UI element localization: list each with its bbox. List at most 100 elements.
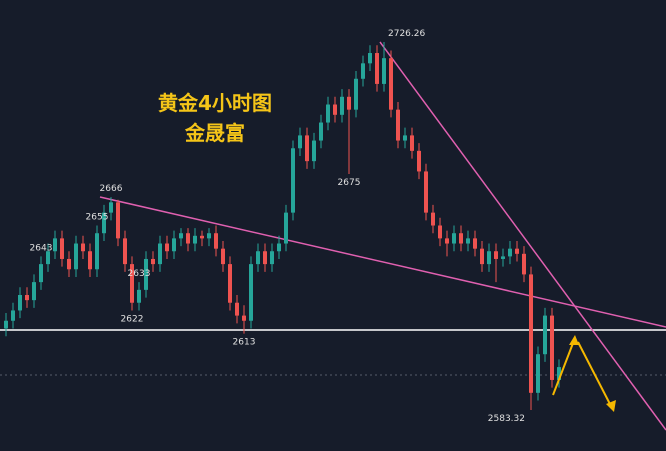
candle-body	[130, 264, 134, 303]
arrow-head	[569, 335, 579, 345]
price-labels: 2666 2622 2655 2613 2675 2726.26 2643 2633 2583.…	[30, 29, 525, 424]
candle-body	[431, 212, 435, 226]
candle-body	[109, 202, 113, 213]
candles	[4, 42, 561, 411]
candle-body	[256, 251, 260, 265]
candle-body	[389, 58, 393, 110]
candle-body	[123, 238, 127, 265]
candle-body	[529, 274, 533, 393]
candle-body	[410, 135, 414, 151]
candle-body	[312, 140, 316, 162]
candle-body	[459, 233, 463, 244]
candle-body	[11, 310, 15, 321]
candle-body	[340, 96, 344, 115]
candle-body	[263, 251, 267, 265]
candle-body	[305, 135, 309, 162]
chart-title: 黄金4小时图	[158, 91, 272, 115]
candle-body	[4, 320, 8, 329]
candle-body	[291, 148, 295, 213]
candle-body	[46, 251, 50, 265]
candle-body	[25, 295, 29, 301]
candle-body	[151, 258, 155, 265]
candle-body	[396, 109, 400, 141]
price-label: 2666	[100, 184, 123, 194]
candle-body	[172, 238, 176, 252]
candle-body	[249, 264, 253, 321]
arrow	[552, 337, 576, 396]
arrow	[577, 341, 613, 409]
price-label: 2622	[121, 314, 144, 324]
price-label: 2655	[86, 213, 109, 223]
candle-body	[494, 251, 498, 259]
candle-body	[403, 135, 407, 141]
candle-body	[466, 238, 470, 244]
candle-body	[235, 302, 239, 316]
candle-body	[193, 235, 197, 244]
candle-body	[165, 243, 169, 252]
candle-body	[242, 315, 246, 321]
candle-body	[550, 315, 554, 380]
price-label: 2633	[128, 269, 151, 279]
candle-body	[480, 248, 484, 265]
arrow-head	[606, 400, 616, 412]
candle-body	[137, 289, 141, 303]
price-label: 2613	[233, 338, 256, 348]
candle-body	[522, 253, 526, 275]
candle-body	[333, 104, 337, 115]
candle-body	[438, 225, 442, 239]
candle-body	[515, 248, 519, 254]
candle-body	[501, 256, 505, 259]
candle-body	[60, 238, 64, 259]
candle-body	[487, 251, 491, 265]
candle-body	[536, 354, 540, 393]
candle-body	[158, 243, 162, 265]
candle-body	[200, 235, 204, 239]
candle-body	[284, 212, 288, 244]
trend-line	[379, 41, 666, 431]
price-label: 2726.26	[388, 29, 425, 39]
chart-subtitle: 金晟富	[184, 121, 245, 145]
price-label: 2675	[338, 178, 361, 188]
candle-body	[326, 104, 330, 123]
candle-body	[354, 78, 358, 110]
candle-body	[347, 96, 351, 110]
candle-body	[557, 367, 561, 380]
candle-body	[207, 233, 211, 239]
candle-body	[53, 238, 57, 252]
candle-body	[95, 233, 99, 270]
candle-body	[186, 233, 190, 244]
candle-body	[445, 238, 449, 244]
candle-body	[39, 264, 43, 283]
candle-body	[270, 251, 274, 265]
candle-body	[319, 122, 323, 141]
candle-body	[368, 53, 372, 64]
candle-body	[144, 258, 148, 290]
trend-line	[99, 196, 666, 328]
price-label: 2643	[30, 243, 53, 253]
candle-body	[18, 295, 22, 311]
candle-body	[473, 238, 477, 249]
candle-body	[67, 258, 71, 270]
candle-body	[452, 233, 456, 244]
candle-body	[81, 243, 85, 252]
candle-body	[375, 53, 379, 84]
candle-body	[277, 243, 281, 252]
candle-body	[424, 171, 428, 213]
candle-body	[221, 248, 225, 265]
candle-body	[102, 212, 106, 234]
candle-body	[417, 150, 421, 172]
candle-body	[508, 248, 512, 257]
candle-body	[361, 63, 365, 79]
candle-body	[179, 233, 183, 239]
candle-body	[74, 243, 78, 270]
candle-body	[214, 233, 218, 249]
candle-body	[228, 264, 232, 303]
candle-body	[32, 282, 36, 301]
candle-body	[543, 315, 547, 355]
price-label: 2583.32	[488, 414, 525, 424]
candle-body	[88, 251, 92, 270]
candle-body	[298, 135, 302, 149]
candle-body	[116, 202, 120, 239]
